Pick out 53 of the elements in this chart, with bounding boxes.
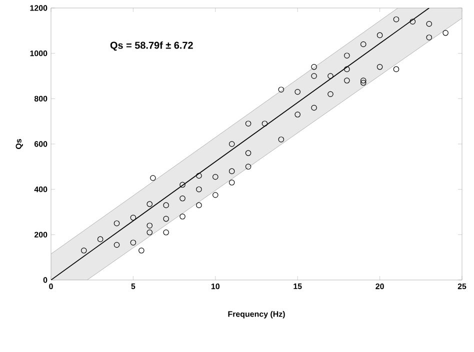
point xyxy=(138,248,144,254)
point xyxy=(328,73,334,79)
point xyxy=(278,86,284,92)
point xyxy=(344,78,350,84)
point xyxy=(294,88,300,95)
point xyxy=(393,16,400,22)
point xyxy=(278,136,284,142)
point xyxy=(311,64,317,70)
point xyxy=(146,230,153,236)
point xyxy=(262,120,268,126)
point xyxy=(426,20,432,27)
point xyxy=(294,112,300,118)
point xyxy=(228,180,235,186)
point xyxy=(163,216,169,222)
point xyxy=(114,220,120,226)
point xyxy=(344,52,350,58)
point xyxy=(426,34,432,40)
point xyxy=(376,64,383,70)
point xyxy=(180,196,186,202)
point xyxy=(150,175,156,181)
point xyxy=(245,120,252,126)
point xyxy=(393,66,400,72)
point xyxy=(130,214,136,221)
point xyxy=(163,202,169,208)
point xyxy=(360,78,366,84)
annotation: Qs = 58.79f ± 6.72 xyxy=(110,41,193,51)
point xyxy=(228,141,235,147)
point xyxy=(196,172,202,179)
point xyxy=(376,32,383,38)
point xyxy=(344,66,350,72)
point xyxy=(245,164,252,170)
point xyxy=(311,104,317,111)
point xyxy=(245,150,252,156)
point xyxy=(410,18,416,24)
point xyxy=(360,80,366,86)
point xyxy=(114,242,120,248)
point xyxy=(328,91,334,98)
point xyxy=(212,192,218,198)
point xyxy=(146,201,153,207)
point xyxy=(228,168,235,174)
point xyxy=(80,248,87,254)
point xyxy=(130,240,136,246)
point xyxy=(196,186,202,192)
point xyxy=(180,214,186,220)
point xyxy=(442,30,448,36)
point xyxy=(212,174,218,180)
point xyxy=(196,202,202,208)
point xyxy=(97,236,104,242)
point xyxy=(360,41,366,48)
point xyxy=(180,182,186,188)
point xyxy=(146,222,153,228)
point xyxy=(163,230,169,236)
point xyxy=(311,73,317,79)
